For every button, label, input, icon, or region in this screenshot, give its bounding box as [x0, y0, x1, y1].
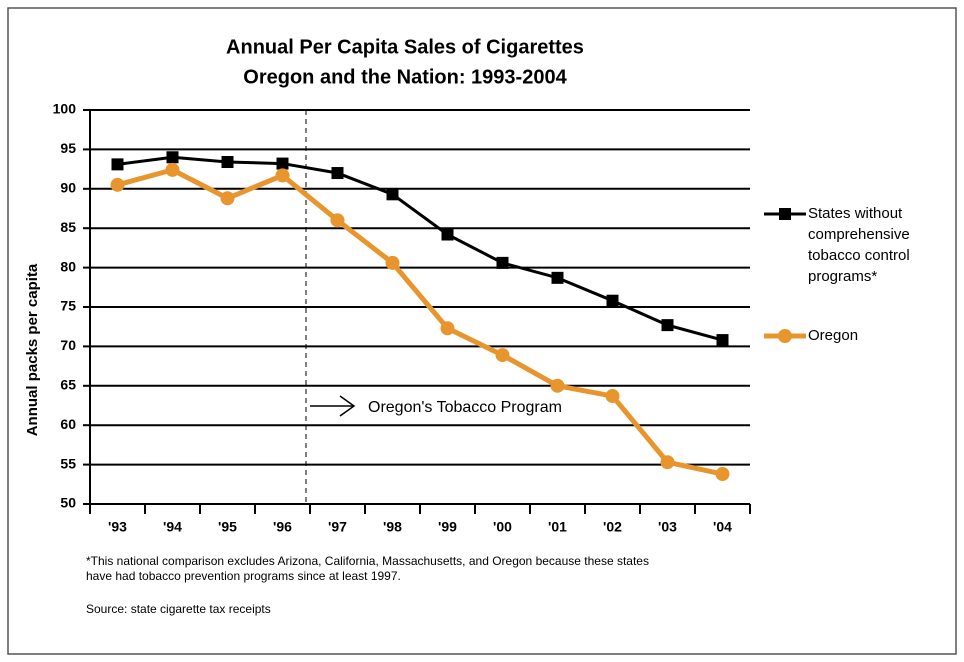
legend-marker — [779, 208, 791, 220]
marker — [606, 294, 619, 307]
marker — [385, 255, 400, 270]
x-tick-label: '98 — [383, 519, 402, 535]
marker — [441, 228, 454, 241]
legend-label: Oregon — [808, 327, 859, 344]
marker — [661, 319, 674, 332]
legend-marker — [778, 329, 792, 343]
marker — [331, 167, 344, 180]
marker — [605, 389, 620, 404]
x-tick-label: '96 — [273, 519, 292, 535]
x-tick-label: '00 — [493, 519, 512, 535]
marker — [496, 256, 509, 269]
annotation: Oregon's Tobacco Program — [368, 399, 562, 416]
x-tick-label: '01 — [548, 519, 567, 535]
series-line — [116, 167, 724, 477]
y-tick-label: 95 — [60, 140, 76, 156]
y-tick-label: 100 — [53, 101, 77, 117]
marker — [495, 348, 510, 363]
y-tick-label: 60 — [60, 416, 76, 432]
frame — [7, 7, 957, 655]
marker — [551, 271, 564, 284]
marker — [276, 157, 289, 170]
marker — [440, 321, 455, 336]
marker — [330, 213, 345, 228]
x-tick-label: '94 — [163, 519, 182, 535]
y-tick-label: 70 — [60, 337, 76, 353]
footnote: *This national comparison excludes Arizo… — [86, 554, 649, 568]
marker — [716, 334, 729, 347]
marker — [275, 168, 290, 183]
marker — [110, 177, 125, 192]
y-tick-label: 75 — [60, 298, 76, 314]
marker — [715, 467, 730, 482]
y-axis-label: Annual packs per capita — [24, 263, 41, 436]
marker — [165, 162, 180, 177]
legend-label: States without comprehensive tobacco con… — [808, 205, 910, 285]
chart-subtitle: Oregon and the Nation: 1993-2004 — [243, 66, 567, 88]
marker — [660, 455, 675, 470]
y-tick-label: 50 — [60, 495, 76, 511]
annotation-arrow — [310, 395, 356, 417]
x-tick-label: '04 — [713, 519, 732, 535]
x-tick-label: '93 — [108, 519, 127, 535]
y-tick-label: 65 — [60, 377, 76, 393]
x-tick-label: '02 — [603, 519, 622, 535]
x-tick-label: '97 — [328, 519, 347, 535]
x-tick-label: '99 — [438, 519, 457, 535]
marker — [386, 188, 399, 201]
y-tick-label: 85 — [60, 219, 76, 235]
marker — [166, 151, 179, 164]
x-tick-label: '95 — [218, 519, 237, 535]
marker — [221, 156, 234, 169]
source: Source: state cigarette tax receipts — [86, 602, 271, 616]
y-tick-label: 90 — [60, 180, 76, 196]
y-tick-label: 80 — [60, 258, 76, 274]
marker — [220, 191, 235, 206]
chart-title: Annual Per Capita Sales of Cigarettes — [226, 36, 584, 58]
y-tick-label: 55 — [60, 455, 76, 471]
marker — [111, 158, 124, 171]
marker — [550, 378, 565, 393]
footnote: have had tobacco prevention programs sin… — [86, 569, 401, 583]
x-tick-label: '03 — [658, 519, 677, 535]
series-line — [117, 155, 723, 342]
